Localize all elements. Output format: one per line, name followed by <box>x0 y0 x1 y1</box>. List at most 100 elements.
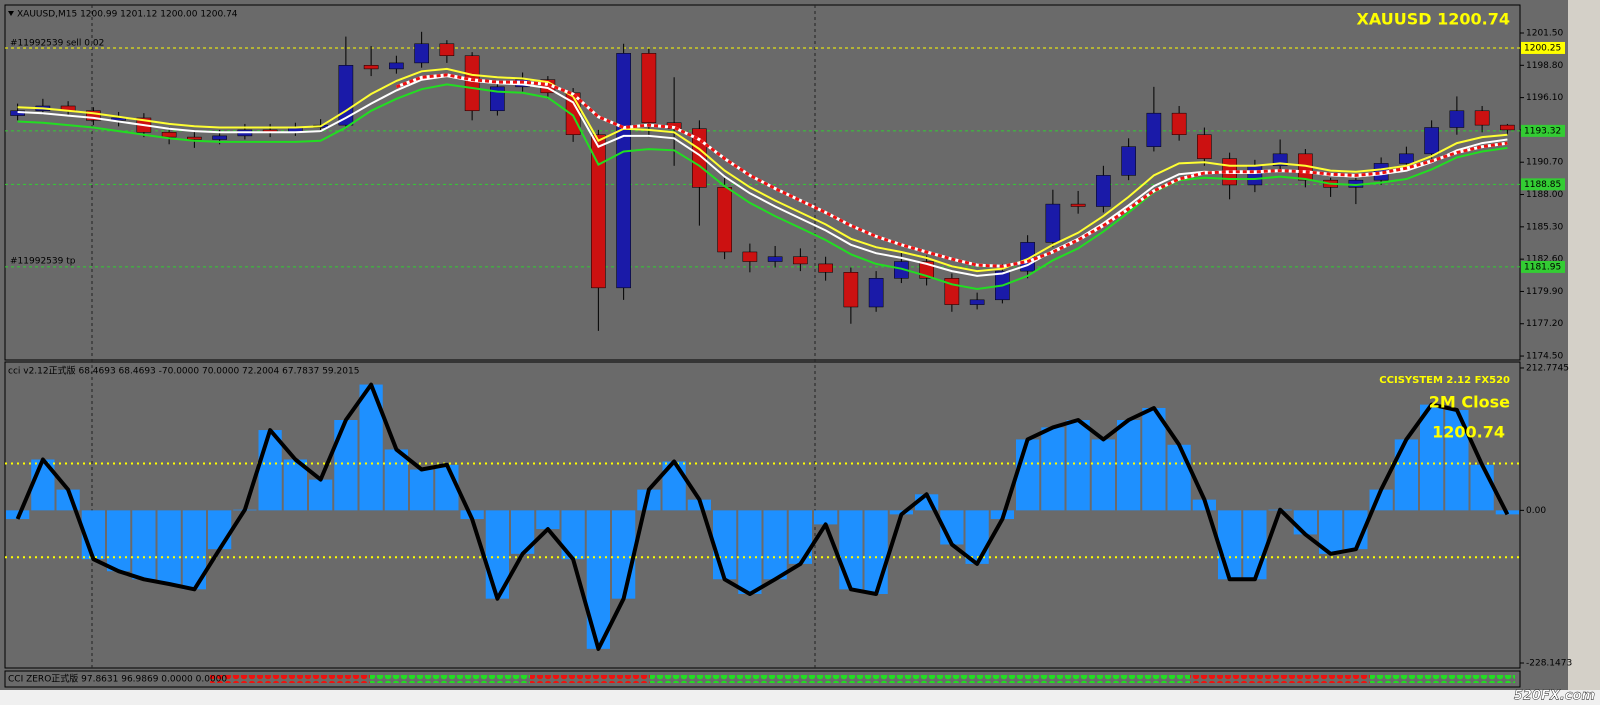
candle-body <box>616 53 631 289</box>
cci-bar <box>738 510 762 594</box>
cci-bar <box>1167 444 1191 511</box>
candle-body <box>338 65 354 126</box>
candle-body <box>1474 110 1490 126</box>
candle-body <box>161 132 177 138</box>
cci-system-label: CCISYSTEM 2.12 FX520 <box>1379 375 1510 386</box>
price-panel <box>4 4 1521 361</box>
cci-bar <box>132 510 156 580</box>
candle-body <box>389 62 404 70</box>
candle-body <box>1096 175 1111 207</box>
cci-bar <box>1319 510 1343 554</box>
ma-line <box>17 83 1508 291</box>
candle-body <box>1399 153 1414 164</box>
cci-bar <box>586 510 610 649</box>
y-tick-label: 1177.20 <box>1526 319 1563 329</box>
cci-bar <box>309 479 333 511</box>
y-tick-label: 1201.50 <box>1526 28 1563 38</box>
candle-body <box>717 187 732 253</box>
cci-bar <box>612 510 636 599</box>
level-label: 1188.85 <box>1524 180 1561 190</box>
y-tick-label: 1179.90 <box>1526 287 1563 297</box>
candle-body <box>1272 153 1288 167</box>
candle-body <box>767 256 783 262</box>
cci-bar <box>1091 439 1115 511</box>
cci-panel <box>4 361 1521 669</box>
y-tick-label: 1196.10 <box>1526 93 1563 103</box>
watermark: 520FX.com <box>1514 689 1595 704</box>
candle-body <box>1146 112 1162 147</box>
candle-body <box>212 135 227 140</box>
y-tick-label: 1188.00 <box>1526 190 1563 200</box>
candle-body <box>464 55 480 112</box>
candle-body <box>187 136 202 140</box>
ma-line <box>395 73 1508 268</box>
candle-body <box>414 43 429 64</box>
cci-bar <box>1016 439 1040 511</box>
y-tick-label: 1174.50 <box>1526 352 1563 362</box>
cci-header: cci v2.12正式版 68.4693 68.4693 -70.0000 70… <box>8 365 359 377</box>
close-price: 1200.74 <box>1432 423 1505 442</box>
cci-bar <box>561 510 585 560</box>
cci-bar <box>107 510 131 572</box>
candle-body <box>742 251 758 262</box>
cci-bar <box>435 464 459 511</box>
cci-bar <box>208 510 232 550</box>
symbol-icon <box>8 11 14 16</box>
cci-bar <box>1066 420 1090 511</box>
cci-bar <box>359 384 383 511</box>
ma-line <box>17 67 1508 273</box>
y-tick-label: 1185.30 <box>1526 222 1563 232</box>
cci-zero-dots <box>530 675 650 683</box>
cci-bar <box>1117 420 1141 511</box>
cci-zero-dots <box>210 675 1515 683</box>
candle-body <box>793 256 808 265</box>
candle-body <box>363 65 379 70</box>
cci-bar <box>637 489 661 511</box>
cci-bar <box>1394 439 1418 511</box>
candle-body <box>111 117 126 121</box>
y-tick-label: 1198.80 <box>1526 61 1563 71</box>
candle-body <box>490 86 505 112</box>
cci-bar <box>536 510 560 530</box>
cci-zero-label: CCI ZERO正式版 97.8631 96.9869 0.0000 0.000… <box>8 673 227 685</box>
order-label: #11992539 tp <box>10 257 76 267</box>
cci-zero-dots <box>1190 675 1370 683</box>
cci-bar <box>1293 510 1317 535</box>
y-tick-label: 0.00 <box>1526 506 1546 516</box>
level-label: 1200.25 <box>1524 43 1561 53</box>
cci-line <box>15 382 1510 651</box>
candle-body <box>1045 203 1061 243</box>
candle-body <box>641 53 657 123</box>
cci-bar <box>384 449 408 511</box>
candle-body <box>1247 165 1263 186</box>
close-label: 2M Close <box>1429 393 1510 412</box>
chart-header: XAUUSD,M15 1200.99 1201.12 1200.00 1200.… <box>17 10 238 20</box>
cci-bar <box>814 510 838 525</box>
cci-bar <box>1445 409 1469 511</box>
cci-bar <box>1470 464 1494 511</box>
cci-zero-dots <box>210 675 370 683</box>
candle-body <box>1171 112 1187 135</box>
level-tag <box>1521 124 1565 137</box>
cci-bar <box>1142 407 1166 511</box>
cci-bar <box>283 459 307 511</box>
cci-bar <box>864 510 888 594</box>
cci-bar <box>1243 510 1267 580</box>
cci-bar <box>1218 510 1242 580</box>
cci-bar <box>788 510 812 564</box>
chart-background <box>0 0 1568 690</box>
candle-body <box>1121 146 1136 176</box>
candle-body <box>969 299 985 305</box>
level-label: 1193.32 <box>1524 126 1561 136</box>
candle-body <box>591 134 606 289</box>
candle-body <box>1500 124 1515 131</box>
candle-body <box>1449 110 1465 128</box>
candle-body <box>1197 134 1212 159</box>
candle-body <box>86 110 101 121</box>
level-tag <box>1521 178 1565 191</box>
symbol-price: XAUUSD 1200.74 <box>1357 10 1510 29</box>
cci-bar <box>839 510 863 590</box>
y-tick-label: 212.7745 <box>1526 363 1569 373</box>
